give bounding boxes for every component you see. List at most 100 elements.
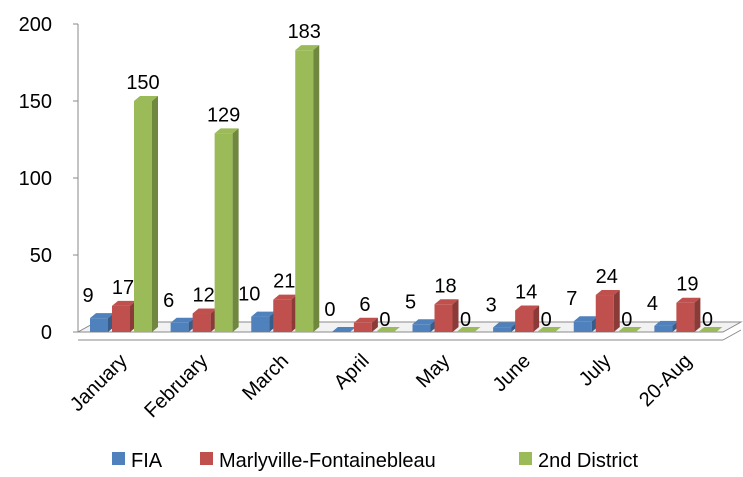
- bar-front: [595, 295, 614, 332]
- bar-top: [434, 299, 459, 305]
- bar-top: [676, 297, 701, 303]
- bar-top: [90, 313, 114, 319]
- legend-swatch: [112, 452, 125, 465]
- data-label: 0: [460, 309, 471, 331]
- bar-side: [694, 297, 701, 332]
- data-label: 12: [193, 285, 215, 307]
- category-label: February: [140, 350, 212, 422]
- bar-side: [152, 96, 158, 332]
- data-label: 21: [273, 271, 295, 293]
- data-label: 19: [676, 274, 698, 296]
- data-label: 3: [486, 294, 497, 316]
- bar-top: [654, 320, 679, 326]
- bar-top: [170, 317, 195, 323]
- bar-front: [573, 321, 592, 332]
- bar: [456, 327, 481, 332]
- bar-top: [537, 327, 562, 332]
- bar: [353, 317, 378, 332]
- bar-top: [493, 322, 518, 328]
- floor-side-edge: [722, 329, 742, 341]
- bar: [434, 299, 459, 332]
- bar: [573, 316, 598, 332]
- data-label: 0: [379, 309, 390, 331]
- bar: [676, 297, 701, 332]
- bar: [595, 290, 620, 332]
- bar-top: [456, 327, 481, 332]
- bar-front: [90, 318, 108, 332]
- data-label: 10: [238, 284, 260, 306]
- bar-top: [698, 327, 723, 332]
- bar: [617, 327, 642, 332]
- bar: [537, 327, 562, 332]
- legend-item: FIA: [112, 450, 163, 472]
- bar: [251, 311, 276, 332]
- legend: FIA Marlyville-Fontainebleau 2nd District: [112, 450, 638, 472]
- bar-front: [192, 313, 211, 332]
- bar-top: [251, 311, 276, 317]
- category-labels: January February March April May June July 20-A…: [66, 350, 696, 422]
- category-label: March: [238, 350, 293, 405]
- bar: [134, 96, 158, 332]
- data-label: 18: [434, 275, 456, 297]
- data-label: 183: [288, 21, 321, 43]
- bar-top: [515, 305, 540, 311]
- bar-front: [654, 325, 673, 332]
- bar-top: [112, 300, 136, 306]
- bar-side: [613, 290, 620, 332]
- category-label: April: [330, 350, 374, 394]
- bar: [295, 45, 320, 333]
- data-label: 24: [596, 266, 618, 288]
- bar-front: [214, 133, 233, 332]
- bar: [170, 317, 195, 332]
- bar-front: [134, 101, 152, 332]
- bar-side: [371, 317, 378, 332]
- bar-top: [617, 327, 642, 332]
- data-label: 0: [324, 299, 335, 321]
- y-tick-label: 200: [19, 14, 52, 36]
- bar-top: [412, 319, 437, 325]
- category-label: June: [489, 350, 535, 396]
- data-label: 17: [112, 277, 134, 299]
- bar-front: [170, 322, 189, 332]
- bar: [331, 327, 356, 332]
- y-tick-label: 0: [41, 322, 52, 344]
- legend-label: 2nd District: [538, 450, 638, 472]
- data-label: 0: [621, 309, 632, 331]
- bar-top: [375, 327, 400, 332]
- bar-side: [232, 128, 239, 332]
- bar-top: [134, 96, 158, 101]
- bar-front: [434, 304, 453, 332]
- y-tick-label: 100: [19, 168, 52, 190]
- legend-swatch: [519, 452, 532, 465]
- bar-front: [493, 327, 512, 332]
- bar-side: [452, 299, 459, 332]
- category-label: 20-Aug: [635, 350, 696, 411]
- bar-front: [295, 50, 314, 333]
- data-label: 14: [515, 281, 537, 303]
- data-label: 5: [405, 291, 416, 313]
- bar: [515, 305, 540, 332]
- bar-top: [595, 290, 620, 296]
- data-label: 0: [702, 309, 713, 331]
- bar-top: [573, 316, 598, 322]
- legend-label: FIA: [131, 450, 163, 472]
- bar-front: [353, 322, 372, 332]
- bar-top: [273, 294, 298, 300]
- data-label: 9: [82, 285, 93, 307]
- legend-item: Marlyville-Fontainebleau: [200, 450, 436, 472]
- category-label: May: [412, 350, 454, 392]
- bar-top: [214, 128, 239, 134]
- data-label: 6: [359, 294, 370, 316]
- bar-front: [251, 316, 270, 332]
- bar-side: [533, 305, 540, 332]
- legend-label: Marlyville-Fontainebleau: [219, 450, 436, 472]
- data-label: 129: [207, 104, 240, 126]
- bar: [90, 313, 114, 332]
- bar: [698, 327, 723, 332]
- bar-front: [273, 299, 292, 332]
- category-label: January: [66, 350, 132, 416]
- y-tick-label: 50: [30, 245, 52, 267]
- bar-top: [353, 317, 378, 323]
